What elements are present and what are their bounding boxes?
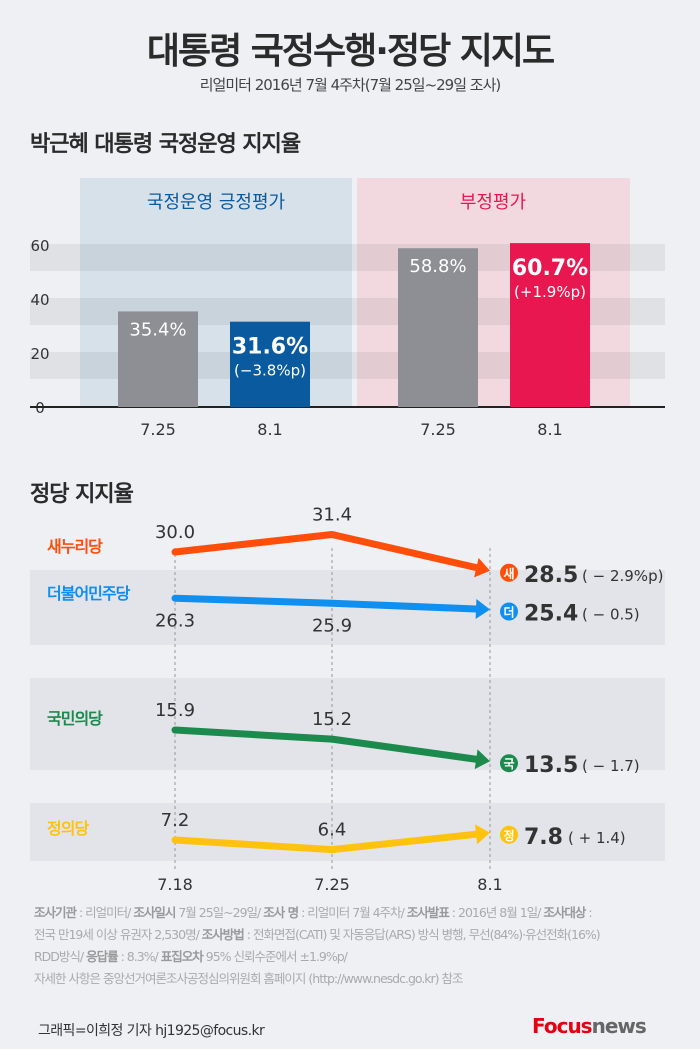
bar-value-label: 35.4%: [129, 319, 186, 340]
note-text: 조사 명: [263, 905, 299, 920]
x-tick-label: 8.1: [257, 420, 282, 439]
party-name: 새누리당: [47, 537, 103, 556]
credit: 그래픽=이희정 기자 hj1925@focus.kr: [38, 1023, 265, 1039]
note-text: 전국 만19세 이상 유권자 2,530명/: [34, 927, 202, 942]
party-name: 정의당: [47, 819, 89, 838]
note-text: 7월 25일~29일/: [175, 905, 264, 920]
note-text: 응답률: [86, 949, 119, 964]
data-label: 15.2: [312, 709, 352, 730]
note-text: : 전화면접(CATI) 및 자동응답(ARS) 방식 병행, 무선(84%)·…: [243, 927, 601, 942]
party-badge-icon: [500, 754, 518, 773]
note-text: 조사방법: [201, 927, 245, 942]
note-text: 조사일시: [133, 905, 176, 920]
series-line: [171, 726, 480, 763]
party-line-chart: 7.18 7.25 8.1 새누리당 30.0 31.4 새 28.5( − 2.9%p) 더불…: [30, 505, 665, 894]
arrow-head: [475, 598, 490, 619]
end-value: 28.5: [524, 563, 578, 588]
data-label: 31.4: [312, 505, 352, 526]
party-name: 국민의당: [47, 709, 103, 728]
arrow-head: [475, 824, 490, 845]
note-text: 95% 신뢰수준에서 ±1.9%p/: [202, 949, 348, 964]
note-line: 전국 만19세 이상 유권자 2,530명/ 조사방법 : 전화면접(CATI)…: [34, 924, 690, 946]
note-text: 자세한 사항은 중앙선거여론조사공정심의위원회 홈페이지 (http://www…: [34, 971, 464, 986]
note-line: RDD방식/ 응답률 : 8.3%/ 표집오차 95% 신뢰수준에서 ±1.9%…: [34, 946, 690, 968]
y-tick-label: 60: [30, 237, 49, 255]
note-text: : 리얼미터/: [76, 905, 134, 920]
note-text: : 2016년 8월 1일/: [448, 905, 544, 920]
change-label: ( − 1.7): [582, 757, 640, 775]
data-label: 26.3: [155, 610, 195, 631]
change-label: ( − 2.9%p): [582, 567, 663, 585]
x-tick-label: 8.1: [537, 420, 562, 439]
party-badge-icon: [500, 602, 518, 621]
note-line: 조사기관 : 리얼미터/ 조사일시 7월 25일~29일/ 조사 명 : 리얼미…: [34, 902, 690, 924]
data-label: 6.4: [318, 820, 347, 841]
note-text: 표집오차: [160, 949, 204, 964]
party-name: 더불어민주당: [47, 584, 131, 603]
bar: [118, 311, 198, 407]
data-label: 30.0: [155, 522, 195, 543]
note-text: 조사대상: [543, 905, 586, 920]
bar-chart-title: 박근혜 대통령 국정운영 지지율: [30, 132, 301, 157]
bar: [398, 248, 478, 407]
row-band: [30, 678, 665, 770]
end-value: 7.8: [524, 825, 563, 850]
approval-bar-chart: 0204060국정운영 긍정평가35.4%7.2531.6%(−3.8%p)8.…: [30, 178, 665, 439]
x-tick-label: 7.18: [157, 875, 193, 894]
note-text: 조사기관: [34, 905, 77, 920]
focus-news-logo: Focusnews: [532, 1014, 647, 1038]
party-badge-icon: [500, 563, 518, 582]
bar-value-label: 60.7%: [512, 256, 588, 281]
arrow-head: [474, 557, 490, 578]
party-badge-label: 더: [503, 605, 514, 620]
series-line: [171, 830, 480, 854]
group-header: 국정운영 긍정평가: [147, 192, 285, 213]
change-label: ( − 0.5): [582, 606, 640, 624]
x-tick-label: 7.25: [314, 875, 350, 894]
subtitle: 리얼미터 2016년 7월 4주차(7월 25일~29일 조사): [199, 76, 502, 94]
arrow-head: [474, 749, 490, 770]
bar: [230, 321, 310, 407]
survey-notes: 조사기관 : 리얼미터/ 조사일시 7월 25일~29일/ 조사 명 : 리얼미…: [34, 902, 690, 990]
x-tick-label: 7.25: [420, 420, 456, 439]
note-text: :: [585, 905, 592, 920]
bar-change-label: (−3.8%p): [234, 362, 306, 380]
data-label: 15.9: [155, 700, 195, 721]
end-value: 25.4: [524, 602, 578, 627]
note-text: RDD방식/: [34, 949, 87, 964]
note-text: 조사발표: [406, 905, 450, 920]
line-chart-title: 정당 지지율: [30, 482, 134, 507]
series-line: [171, 531, 480, 572]
page-title: 대통령 국정수행·정당 지지도: [146, 31, 555, 72]
y-tick-label: 40: [30, 291, 49, 309]
change-label: ( + 1.4): [568, 829, 626, 847]
note-line: 자세한 사항은 중앙선거여론조사공정심의위원회 홈페이지 (http://www…: [34, 968, 690, 990]
data-label: 7.2: [161, 810, 190, 831]
y-tick-label: 20: [30, 345, 49, 363]
series-line: [171, 594, 480, 613]
x-tick-label: 8.1: [477, 875, 502, 894]
bar-change-label: (+1.9%p): [514, 283, 586, 301]
party-badge-icon: [500, 825, 518, 844]
end-value: 13.5: [524, 753, 578, 778]
group-header: 부정평가: [460, 192, 526, 213]
note-text: : 8.3%/: [117, 949, 161, 964]
party-badge-label: 정: [503, 828, 514, 843]
party-badge-label: 국: [503, 757, 514, 771]
bar-value-label: 31.6%: [232, 335, 308, 360]
note-text: : 리얼미터 7월 4주차/: [298, 905, 407, 920]
bar: [510, 243, 590, 407]
data-label: 25.9: [312, 615, 352, 636]
party-badge-label: 새: [503, 566, 514, 581]
bar-value-label: 58.8%: [409, 256, 466, 277]
x-tick-label: 7.25: [140, 420, 176, 439]
row-band: [30, 570, 665, 645]
